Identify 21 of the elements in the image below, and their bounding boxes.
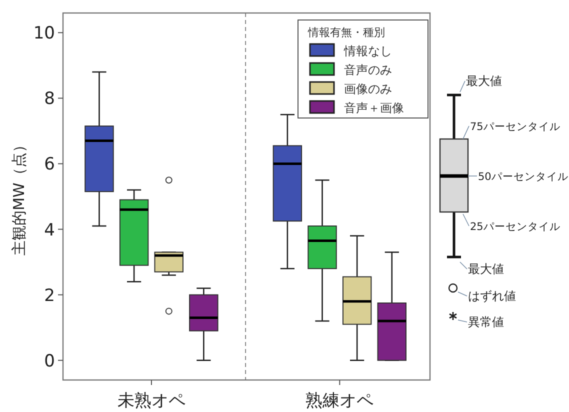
y-tick-label: 2 bbox=[44, 286, 55, 306]
text: 50パーセンタイル bbox=[478, 171, 568, 183]
y-tick-label: 0 bbox=[44, 351, 55, 372]
legend-label: 音声のみ bbox=[344, 63, 392, 77]
y-axis-title: 主観的MW（点） bbox=[10, 138, 28, 256]
y-tick-label: 6 bbox=[44, 154, 55, 175]
text: 最大値 bbox=[468, 262, 504, 276]
legend-label: 情報なし bbox=[343, 44, 392, 58]
text: 25パーセンタイル bbox=[470, 221, 560, 233]
legend-label: 音声＋画像 bbox=[344, 101, 404, 115]
y-tick-label: 8 bbox=[44, 89, 55, 110]
text: はずれ値 bbox=[468, 289, 516, 303]
y-tick-label: 4 bbox=[44, 220, 55, 240]
text: 異常値 bbox=[468, 315, 504, 329]
text: 75パーセンタイル bbox=[470, 121, 560, 133]
legend-label: 画像のみ bbox=[344, 82, 392, 96]
x-tick-label: 未熟オペ bbox=[117, 391, 186, 411]
x-tick-label: 熟練オペ bbox=[306, 391, 374, 411]
y-tick-label: 10 bbox=[33, 24, 55, 44]
text: 最大値 bbox=[466, 74, 502, 88]
legend-title: 情報有無・種別 bbox=[307, 26, 385, 39]
